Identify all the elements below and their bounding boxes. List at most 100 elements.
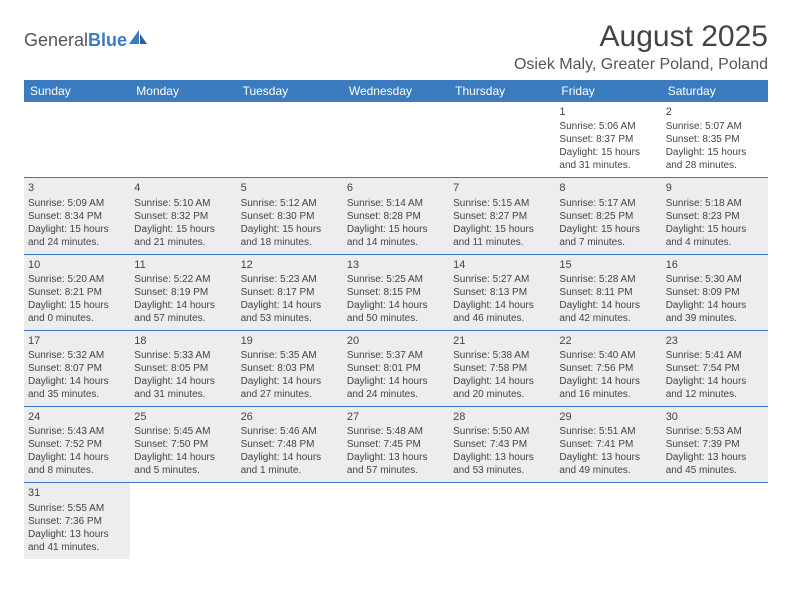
calendar-cell <box>130 483 236 558</box>
sunrise-text: Sunrise: 5:27 AM <box>453 273 551 286</box>
day-number: 31 <box>28 486 126 500</box>
sunrise-text: Sunrise: 5:40 AM <box>559 349 657 362</box>
daylight-text: Daylight: 13 hours and 49 minutes. <box>559 451 657 477</box>
sunset-text: Sunset: 8:01 PM <box>347 362 445 375</box>
calendar-cell <box>130 102 236 177</box>
sunset-text: Sunset: 8:21 PM <box>28 286 126 299</box>
calendar: Sunday Monday Tuesday Wednesday Thursday… <box>24 80 768 559</box>
day-number: 12 <box>241 258 339 272</box>
day-number: 19 <box>241 334 339 348</box>
calendar-cell: 20Sunrise: 5:37 AMSunset: 8:01 PMDayligh… <box>343 331 449 406</box>
day-header-saturday: Saturday <box>662 80 768 102</box>
day-header-thursday: Thursday <box>449 80 555 102</box>
calendar-cell: 23Sunrise: 5:41 AMSunset: 7:54 PMDayligh… <box>662 331 768 406</box>
day-number: 1 <box>559 105 657 119</box>
daylight-text: Daylight: 14 hours and 27 minutes. <box>241 375 339 401</box>
sunset-text: Sunset: 7:56 PM <box>559 362 657 375</box>
sunset-text: Sunset: 8:19 PM <box>134 286 232 299</box>
day-number: 21 <box>453 334 551 348</box>
day-number: 25 <box>134 410 232 424</box>
sunset-text: Sunset: 8:13 PM <box>453 286 551 299</box>
day-number: 4 <box>134 181 232 195</box>
sunset-text: Sunset: 8:17 PM <box>241 286 339 299</box>
logo-text-2: Blue <box>88 30 127 50</box>
sunrise-text: Sunrise: 5:35 AM <box>241 349 339 362</box>
day-header-row: Sunday Monday Tuesday Wednesday Thursday… <box>24 80 768 102</box>
sunset-text: Sunset: 8:05 PM <box>134 362 232 375</box>
day-number: 10 <box>28 258 126 272</box>
day-number: 26 <box>241 410 339 424</box>
day-number: 3 <box>28 181 126 195</box>
day-number: 11 <box>134 258 232 272</box>
day-header-friday: Friday <box>555 80 661 102</box>
sunset-text: Sunset: 8:37 PM <box>559 133 657 146</box>
calendar-cell <box>237 483 343 558</box>
sunset-text: Sunset: 7:45 PM <box>347 438 445 451</box>
sunset-text: Sunset: 7:43 PM <box>453 438 551 451</box>
daylight-text: Daylight: 13 hours and 41 minutes. <box>28 528 126 554</box>
calendar-cell <box>343 483 449 558</box>
calendar-cell: 14Sunrise: 5:27 AMSunset: 8:13 PMDayligh… <box>449 255 555 330</box>
sunset-text: Sunset: 7:54 PM <box>666 362 764 375</box>
daylight-text: Daylight: 14 hours and 50 minutes. <box>347 299 445 325</box>
calendar-cell <box>449 102 555 177</box>
sunrise-text: Sunrise: 5:37 AM <box>347 349 445 362</box>
sunrise-text: Sunrise: 5:51 AM <box>559 425 657 438</box>
day-number: 13 <box>347 258 445 272</box>
daylight-text: Daylight: 14 hours and 31 minutes. <box>134 375 232 401</box>
calendar-cell <box>662 483 768 558</box>
calendar-cell: 19Sunrise: 5:35 AMSunset: 8:03 PMDayligh… <box>237 331 343 406</box>
sunset-text: Sunset: 8:07 PM <box>28 362 126 375</box>
sunrise-text: Sunrise: 5:48 AM <box>347 425 445 438</box>
day-number: 17 <box>28 334 126 348</box>
daylight-text: Daylight: 15 hours and 11 minutes. <box>453 223 551 249</box>
logo-text-1: General <box>24 30 88 50</box>
calendar-cell: 21Sunrise: 5:38 AMSunset: 7:58 PMDayligh… <box>449 331 555 406</box>
calendar-cell: 12Sunrise: 5:23 AMSunset: 8:17 PMDayligh… <box>237 255 343 330</box>
calendar-week: 17Sunrise: 5:32 AMSunset: 8:07 PMDayligh… <box>24 331 768 407</box>
sunrise-text: Sunrise: 5:09 AM <box>28 197 126 210</box>
calendar-cell: 16Sunrise: 5:30 AMSunset: 8:09 PMDayligh… <box>662 255 768 330</box>
calendar-cell: 22Sunrise: 5:40 AMSunset: 7:56 PMDayligh… <box>555 331 661 406</box>
day-header-wednesday: Wednesday <box>343 80 449 102</box>
sunset-text: Sunset: 7:36 PM <box>28 515 126 528</box>
sunrise-text: Sunrise: 5:15 AM <box>453 197 551 210</box>
daylight-text: Daylight: 14 hours and 53 minutes. <box>241 299 339 325</box>
calendar-cell: 30Sunrise: 5:53 AMSunset: 7:39 PMDayligh… <box>662 407 768 482</box>
sunrise-text: Sunrise: 5:18 AM <box>666 197 764 210</box>
calendar-week: 10Sunrise: 5:20 AMSunset: 8:21 PMDayligh… <box>24 255 768 331</box>
sunrise-text: Sunrise: 5:33 AM <box>134 349 232 362</box>
calendar-cell: 3Sunrise: 5:09 AMSunset: 8:34 PMDaylight… <box>24 178 130 253</box>
daylight-text: Daylight: 14 hours and 12 minutes. <box>666 375 764 401</box>
daylight-text: Daylight: 14 hours and 35 minutes. <box>28 375 126 401</box>
sunrise-text: Sunrise: 5:28 AM <box>559 273 657 286</box>
day-number: 24 <box>28 410 126 424</box>
calendar-week: 1Sunrise: 5:06 AMSunset: 8:37 PMDaylight… <box>24 102 768 178</box>
sunset-text: Sunset: 8:25 PM <box>559 210 657 223</box>
daylight-text: Daylight: 14 hours and 39 minutes. <box>666 299 764 325</box>
sunset-text: Sunset: 7:50 PM <box>134 438 232 451</box>
header: GeneralBlue August 2025 Osiek Maly, Grea… <box>24 20 768 74</box>
calendar-week: 24Sunrise: 5:43 AMSunset: 7:52 PMDayligh… <box>24 407 768 483</box>
calendar-cell: 17Sunrise: 5:32 AMSunset: 8:07 PMDayligh… <box>24 331 130 406</box>
daylight-text: Daylight: 15 hours and 31 minutes. <box>559 146 657 172</box>
daylight-text: Daylight: 14 hours and 42 minutes. <box>559 299 657 325</box>
daylight-text: Daylight: 13 hours and 53 minutes. <box>453 451 551 477</box>
calendar-cell: 25Sunrise: 5:45 AMSunset: 7:50 PMDayligh… <box>130 407 236 482</box>
calendar-cell: 24Sunrise: 5:43 AMSunset: 7:52 PMDayligh… <box>24 407 130 482</box>
calendar-cell: 7Sunrise: 5:15 AMSunset: 8:27 PMDaylight… <box>449 178 555 253</box>
day-number: 18 <box>134 334 232 348</box>
title-block: August 2025 Osiek Maly, Greater Poland, … <box>514 20 768 74</box>
day-header-monday: Monday <box>130 80 236 102</box>
day-number: 6 <box>347 181 445 195</box>
calendar-cell <box>555 483 661 558</box>
day-number: 7 <box>453 181 551 195</box>
daylight-text: Daylight: 15 hours and 18 minutes. <box>241 223 339 249</box>
calendar-cell: 6Sunrise: 5:14 AMSunset: 8:28 PMDaylight… <box>343 178 449 253</box>
sunrise-text: Sunrise: 5:41 AM <box>666 349 764 362</box>
daylight-text: Daylight: 15 hours and 14 minutes. <box>347 223 445 249</box>
sunset-text: Sunset: 8:09 PM <box>666 286 764 299</box>
calendar-cell <box>343 102 449 177</box>
sunset-text: Sunset: 7:39 PM <box>666 438 764 451</box>
sunrise-text: Sunrise: 5:25 AM <box>347 273 445 286</box>
